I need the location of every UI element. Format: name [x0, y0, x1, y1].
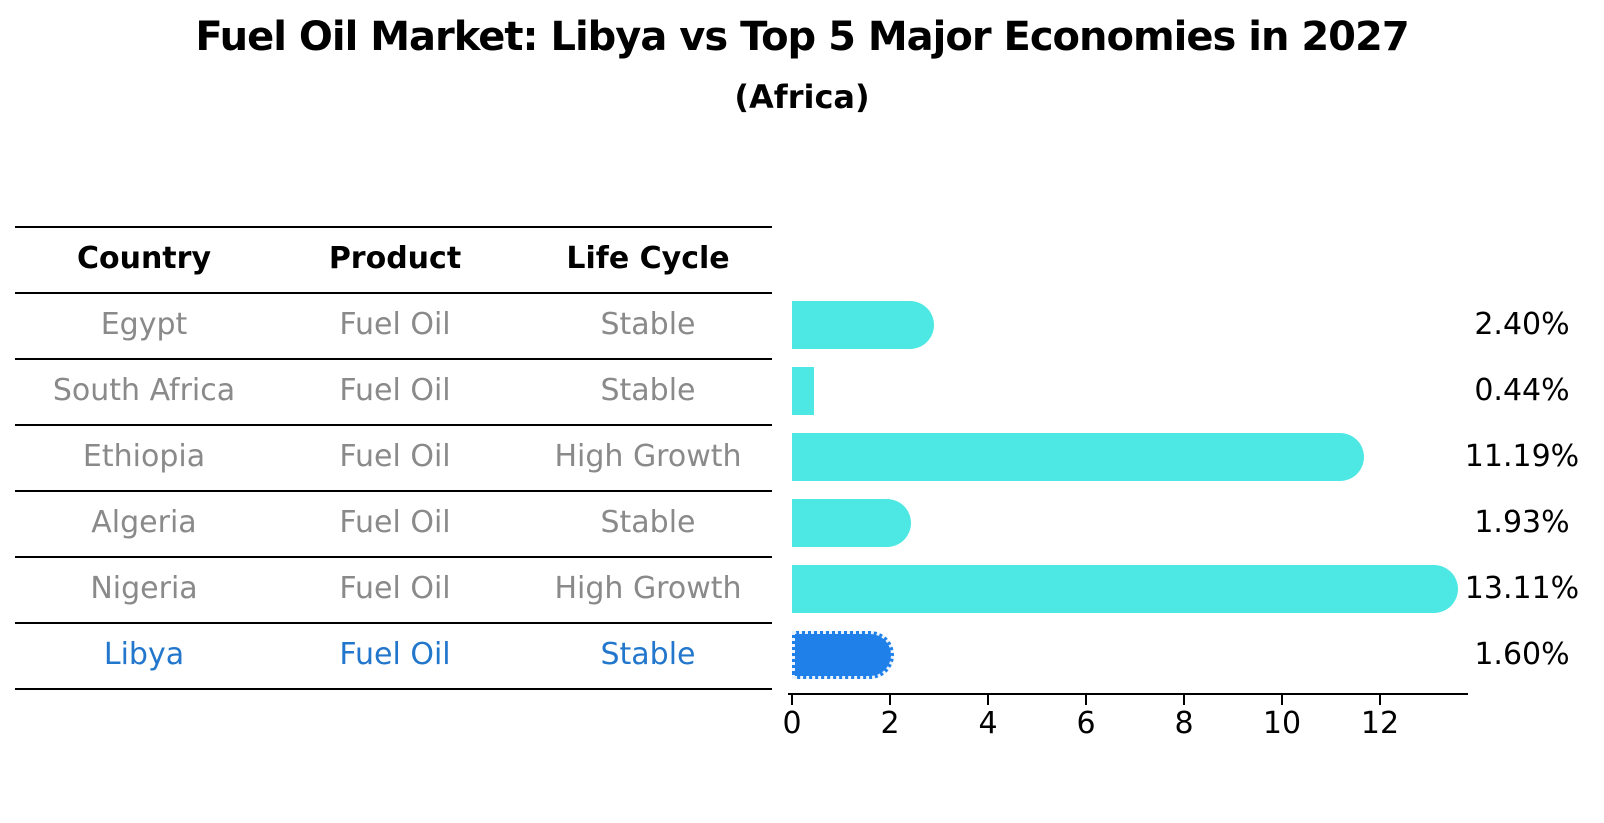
- bar-algeria: [792, 499, 911, 547]
- table-cell-product: Fuel Oil: [339, 373, 451, 408]
- table-row-divider: [15, 490, 772, 492]
- value-label-libya: 1.60%: [1474, 637, 1570, 672]
- bar-south-africa: [792, 367, 814, 415]
- bar-libya-highlighted: [792, 631, 895, 679]
- x-tick-label: 8: [1174, 706, 1194, 741]
- table-cell-product: Fuel Oil: [339, 439, 451, 474]
- table-cell-country: Nigeria: [90, 571, 198, 606]
- table-top-rule: [15, 226, 772, 228]
- table-cell-product-libya: Fuel Oil: [339, 637, 451, 672]
- x-tick-label: 12: [1360, 706, 1400, 741]
- table-header-life-cycle: Life Cycle: [566, 241, 730, 276]
- x-tick-label: 10: [1262, 706, 1302, 741]
- chart-subtitle: (Africa): [734, 78, 870, 116]
- table-row-divider: [15, 556, 772, 558]
- table-cell-product: Fuel Oil: [339, 505, 451, 540]
- value-label-ethiopia: 11.19%: [1464, 439, 1580, 474]
- x-axis-line: [788, 693, 1468, 695]
- table-cell-country-libya: Libya: [103, 637, 185, 672]
- table-header-country: Country: [76, 241, 212, 276]
- table-header-rule: [15, 292, 772, 294]
- table-cell-life-cycle-libya: Stable: [600, 637, 696, 672]
- x-tick-label: 2: [880, 706, 900, 741]
- value-label-nigeria: 13.11%: [1464, 571, 1580, 606]
- x-tick-label: 4: [978, 706, 998, 741]
- table-cell-product: Fuel Oil: [339, 571, 451, 606]
- value-label-south-africa: 0.44%: [1474, 373, 1570, 408]
- value-label-algeria: 1.93%: [1474, 505, 1570, 540]
- x-tick-label: 0: [782, 706, 802, 741]
- x-tick-mark: [791, 695, 793, 705]
- table-header-product: Product: [328, 241, 462, 276]
- table-cell-life-cycle: Stable: [600, 505, 696, 540]
- x-tick-mark: [987, 695, 989, 705]
- value-label-egypt: 2.40%: [1474, 307, 1570, 342]
- table-cell-life-cycle: High Growth: [554, 571, 742, 606]
- table-cell-country: South Africa: [52, 373, 236, 408]
- x-tick-mark: [889, 695, 891, 705]
- table-row-divider: [15, 424, 772, 426]
- x-tick-mark: [1379, 695, 1381, 705]
- x-tick-mark: [1281, 695, 1283, 705]
- table-cell-life-cycle: Stable: [600, 373, 696, 408]
- table-cell-product: Fuel Oil: [339, 307, 451, 342]
- x-tick-mark: [1183, 695, 1185, 705]
- table-cell-country: Egypt: [100, 307, 188, 342]
- bar-nigeria: [792, 565, 1459, 613]
- chart-title: Fuel Oil Market: Libya vs Top 5 Major Ec…: [195, 14, 1409, 60]
- table-cell-life-cycle: Stable: [600, 307, 696, 342]
- table-cell-country: Ethiopia: [82, 439, 206, 474]
- x-tick-label: 6: [1076, 706, 1096, 741]
- table-cell-life-cycle: High Growth: [554, 439, 742, 474]
- table-row-divider: [15, 358, 772, 360]
- x-tick-mark: [1085, 695, 1087, 705]
- bar-egypt: [792, 301, 934, 349]
- bar-ethiopia: [792, 433, 1365, 481]
- table-row-divider: [15, 622, 772, 624]
- table-cell-country: Algeria: [91, 505, 197, 540]
- table-bottom-rule: [15, 688, 772, 690]
